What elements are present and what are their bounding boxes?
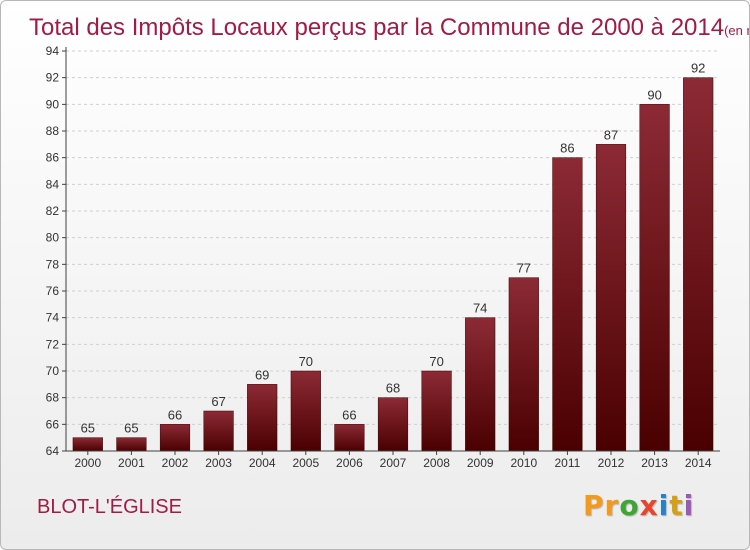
logo-letter: o [619, 489, 640, 522]
bar-2004 [247, 384, 278, 452]
bar-2006 [334, 424, 365, 452]
x-tick-label: 2010 [510, 456, 537, 470]
y-tick-label: 64 [46, 444, 60, 458]
axis-layer: 64 66 68 70 72 74 76 78 80 82 84 86 88 90 92 94 2000 2001… [46, 44, 720, 470]
y-tick-label: 78 [46, 257, 60, 271]
y-tick-label: 66 [46, 417, 60, 431]
chart-title-unit: (en milliers d'€) [724, 23, 749, 38]
bar-value-label: 77 [517, 261, 531, 276]
bar-value-label: 67 [211, 394, 225, 409]
bar-value-label: 92 [691, 61, 705, 76]
bar-2013 [639, 104, 670, 452]
bar-2008 [421, 370, 452, 452]
x-tick-label: 2009 [467, 456, 494, 470]
x-tick-label: 2002 [162, 456, 189, 470]
x-tick-label: 2013 [641, 456, 668, 470]
x-tick-label: 2014 [685, 456, 712, 470]
chart-title: Total des Impôts Locaux perçus par la Co… [29, 6, 749, 43]
bars-layer: 65 65 66 67 69 70 66 68 70 74 77 86 87 90 92 [72, 61, 714, 452]
y-tick-label: 84 [46, 177, 60, 191]
bar-2002 [159, 424, 191, 452]
bar-2001 [116, 437, 147, 452]
bar-value-label: 68 [386, 381, 400, 396]
x-tick-label: 2004 [249, 456, 276, 470]
bar-2014 [683, 77, 714, 452]
x-tick-label: 2006 [336, 456, 363, 470]
bar-2003 [203, 410, 234, 452]
bar-value-label: 66 [342, 407, 356, 422]
bar-value-label: 70 [429, 354, 443, 369]
bar-2000 [72, 437, 103, 452]
bar-value-label: 74 [473, 301, 487, 316]
bar-2009 [465, 317, 496, 452]
logo-letter: i [683, 489, 695, 522]
bar-value-label: 87 [604, 127, 618, 142]
bar-value-label: 70 [299, 354, 313, 369]
bar-value-label: 65 [81, 421, 95, 436]
chart-title-main: Total des Impôts Locaux perçus par la Co… [29, 14, 725, 41]
y-tick-label: 72 [46, 337, 60, 351]
logo-letter: P [583, 489, 605, 522]
x-tick-label: 2000 [74, 456, 101, 470]
y-tick-label: 86 [46, 151, 60, 165]
x-tick-label: 2003 [205, 456, 232, 470]
commune-name: BLOT-L'ÉGLISE [37, 496, 182, 518]
x-tick-label: 2012 [598, 456, 625, 470]
x-tick-label: 2008 [423, 456, 450, 470]
x-tick-label: 2001 [118, 456, 145, 470]
x-tick-label: 2011 [554, 456, 580, 470]
bar-value-label: 65 [124, 421, 138, 436]
y-tick-label: 76 [46, 284, 60, 298]
y-tick-label: 88 [46, 124, 60, 138]
proxiti-logo: Proxiti [583, 489, 694, 522]
logo-letter: i [658, 489, 670, 522]
bar-2007 [377, 397, 409, 452]
logo-letter: x [639, 489, 659, 522]
bar-2011 [552, 157, 583, 452]
logo-letter: t [669, 489, 684, 522]
x-tick-label: 2007 [380, 456, 407, 470]
bar-2010 [508, 277, 539, 452]
bar-value-label: 66 [168, 407, 182, 422]
y-tick-label: 70 [46, 364, 60, 378]
y-tick-label: 82 [46, 204, 60, 218]
bar-value-label: 86 [560, 141, 574, 156]
y-tick-label: 74 [46, 311, 60, 325]
bar-value-label: 69 [255, 367, 269, 382]
bar-2012 [595, 144, 627, 452]
y-tick-label: 92 [46, 71, 60, 85]
x-tick-label: 2005 [292, 456, 319, 470]
logo-letter: r [604, 489, 620, 522]
y-tick-label: 68 [46, 391, 60, 405]
y-tick-label: 90 [46, 97, 60, 111]
y-tick-label: 94 [46, 44, 60, 58]
y-tick-label: 80 [46, 231, 60, 245]
bar-2005 [290, 370, 321, 452]
bar-value-label: 90 [647, 87, 661, 102]
